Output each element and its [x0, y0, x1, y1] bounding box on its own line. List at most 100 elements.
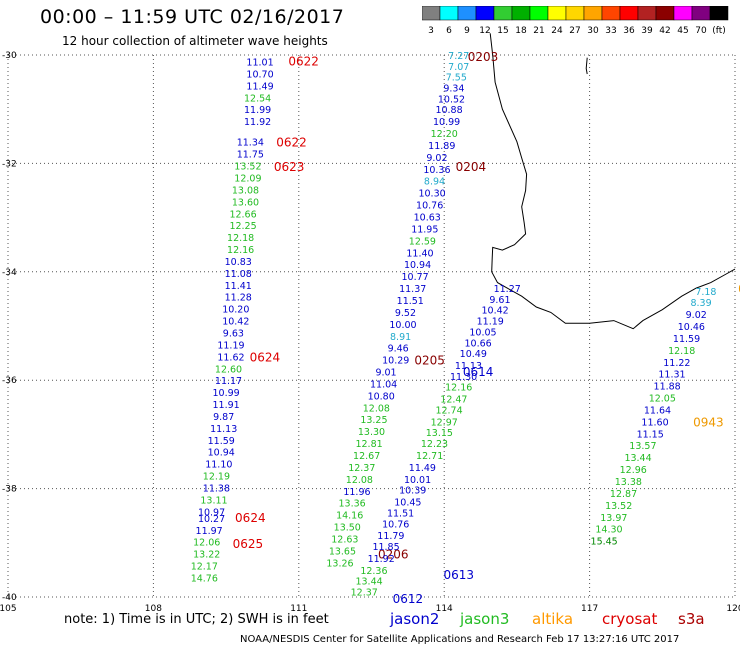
wave-height-value: 11.89 — [428, 141, 455, 152]
wave-height-value: 11.62 — [217, 352, 244, 363]
wave-height-value: 10.76 — [382, 519, 409, 530]
wave-height-value: 11.15 — [637, 429, 664, 440]
wave-height-value: 12.97 — [431, 417, 458, 428]
wave-height-value: 11.79 — [377, 531, 404, 542]
wave-height-value: 10.46 — [678, 322, 705, 333]
wave-height-value: 12.71 — [416, 451, 443, 462]
wave-height-value: 11.59 — [673, 334, 700, 345]
colorbar-label: 45 — [677, 26, 688, 36]
wave-height-value: 13.57 — [629, 441, 656, 452]
lon-tick-label: 120 — [726, 604, 740, 614]
colorbar-label: 15 — [497, 26, 508, 36]
wave-height-value: 11.51 — [387, 508, 414, 519]
wave-height-value: 11.28 — [225, 293, 252, 304]
legend-note: note: 1) Time is in UTC; 2) SWH is in fe… — [64, 612, 329, 627]
wave-height-value: 12.23 — [421, 439, 448, 450]
wave-height-value: 14.16 — [336, 511, 363, 522]
wave-height-value: 13.25 — [360, 415, 387, 426]
wave-height-value: 9.63 — [223, 329, 244, 340]
wave-height-value: 12.19 — [203, 472, 230, 483]
wave-height-value: 7.55 — [446, 73, 467, 84]
wave-height-value: 10.80 — [368, 391, 395, 402]
wave-height-value: 11.51 — [397, 296, 424, 307]
wave-height-value: 11.99 — [244, 105, 271, 116]
wave-height-tracks: 11.0110.7011.4912.5411.9911.92062211.341… — [191, 50, 740, 606]
wave-height-value: 13.11 — [200, 495, 227, 506]
wave-height-value: 11.75 — [237, 150, 264, 161]
lat-tick-label: -30 — [2, 51, 17, 61]
wave-height-value: 12.63 — [331, 534, 358, 545]
wave-height-value: 12.74 — [435, 405, 462, 416]
lon-tick-label: 111 — [290, 604, 307, 614]
wave-height-value: 10.66 — [465, 338, 492, 349]
coastline-path — [489, 33, 736, 330]
wave-height-value: 12.59 — [409, 236, 436, 247]
page-title: 00:00 – 11:59 UTC 02/16/2017 — [40, 6, 345, 28]
wave-height-value: 11.04 — [370, 379, 397, 390]
wave-height-value: 7.27 — [448, 51, 469, 62]
island-path — [585, 57, 588, 75]
lon-tick-label: 108 — [145, 604, 162, 614]
lat-tick-label: -32 — [2, 159, 17, 169]
wave-height-value: 12.37 — [348, 463, 375, 474]
satellite-name-cryosat: cryosat — [602, 610, 658, 628]
pass-time-label: 0622 — [288, 54, 319, 68]
wave-height-value: 12.16 — [445, 383, 472, 394]
wave-height-value: 12.87 — [610, 489, 637, 500]
wave-height-value: 11.88 — [654, 382, 681, 393]
wave-height-value: 13.30 — [358, 427, 385, 438]
wave-height-value: 11.01 — [246, 58, 273, 69]
pass-time-label: 0625 — [233, 537, 264, 551]
pass-time-label: 0204 — [456, 160, 487, 174]
satellite-name-altika: altika — [532, 610, 574, 628]
pass-time-label: 094 — [738, 282, 740, 296]
wave-height-value: 12.54 — [244, 93, 271, 104]
wave-height-value: 10.39 — [399, 486, 426, 497]
wave-height-value: 10.42 — [222, 317, 249, 328]
wave-height-value: 11.92 — [244, 117, 271, 128]
wave-height-value: 10.00 — [389, 320, 416, 331]
colorbar-label: 42 — [659, 26, 670, 36]
colorbar-label: 30 — [587, 26, 599, 36]
wave-height-value: 11.64 — [644, 405, 671, 416]
wave-height-value: 13.08 — [232, 185, 259, 196]
wave-height-value: 10.29 — [382, 356, 409, 367]
lat-tick-label: -38 — [2, 485, 17, 495]
wave-height-value: 13.15 — [426, 428, 453, 439]
pass-time-label: 0203 — [468, 50, 499, 64]
wave-height-value: 10.99 — [433, 117, 460, 128]
wave-height-value: 12.09 — [234, 173, 261, 184]
colorbar-label: 21 — [533, 26, 544, 36]
wave-height-value: 12.37 — [351, 588, 378, 599]
wave-height-value: 9.46 — [388, 344, 409, 355]
wave-height-value: 8.94 — [424, 177, 445, 188]
wave-height-value: 11.41 — [225, 281, 252, 292]
wave-height-value: 9.02 — [426, 153, 447, 164]
colorbar-label: (ft) — [712, 26, 726, 36]
wave-height-value: 13.26 — [326, 558, 353, 569]
wave-height-value: 11.31 — [658, 370, 685, 381]
lat-tick-label: -40 — [2, 593, 17, 603]
wave-height-value: 12.08 — [363, 403, 390, 414]
wave-height-value: 11.27 — [494, 284, 521, 295]
satellite-name-s3a: s3a — [678, 610, 705, 628]
wave-height-value: 10.94 — [404, 260, 431, 271]
wave-height-value: 11.34 — [237, 138, 264, 149]
colorbar-label: 24 — [551, 26, 563, 36]
lon-tick-label: 117 — [581, 604, 598, 614]
pass-time-label: 0622 — [276, 136, 307, 150]
wave-height-value: 13.60 — [232, 197, 259, 208]
wave-height-value: 10.05 — [469, 327, 496, 338]
wave-height-value: 12.96 — [620, 465, 647, 476]
colorbar-label: 36 — [623, 26, 635, 36]
colorbar-label: 6 — [446, 26, 452, 36]
wave-height-value: 11.22 — [663, 358, 690, 369]
wave-height-value: 11.40 — [406, 248, 433, 259]
wave-height-value: 13.38 — [615, 477, 642, 488]
page-subtitle: 12 hour collection of altimeter wave hei… — [62, 34, 328, 48]
wave-height-value: 10.45 — [394, 498, 421, 509]
wave-height-value: 12.20 — [431, 129, 458, 140]
colorbar-label: 12 — [479, 26, 490, 36]
wave-height-value: 13.52 — [605, 501, 632, 512]
